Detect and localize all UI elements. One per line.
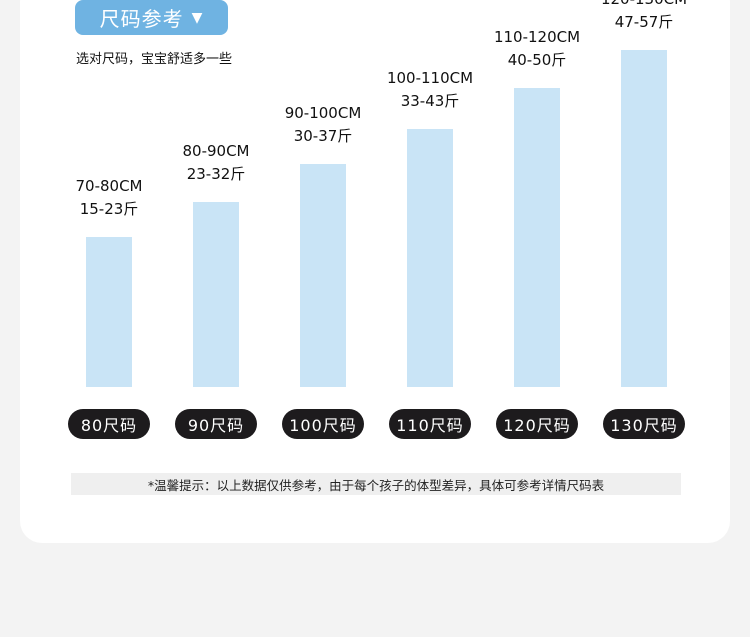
- size-reference-dropdown[interactable]: 尺码参考 ▼: [75, 0, 228, 35]
- size-chart-card: [20, 0, 730, 543]
- weight-range: 30-37斤: [293, 127, 353, 145]
- height-range: 100-110CM: [386, 69, 474, 87]
- bar-label: 110-120CM 40-50斤: [477, 26, 597, 72]
- height-range: 90-100CM: [284, 104, 362, 122]
- title-text: 尺码参考: [99, 7, 184, 31]
- size-pill: 120尺码: [496, 409, 578, 439]
- bar-0: [86, 237, 132, 387]
- bar-label: 70-80CM 15-23斤: [49, 175, 169, 221]
- height-range: 70-80CM: [75, 177, 143, 195]
- size-pill: 100尺码: [282, 409, 364, 439]
- bar-4: [514, 88, 560, 387]
- size-pill: 110尺码: [389, 409, 471, 439]
- bar-1: [193, 202, 239, 387]
- weight-range: 23-32斤: [186, 165, 246, 183]
- weight-range: 15-23斤: [79, 200, 139, 218]
- size-pill: 90尺码: [175, 409, 257, 439]
- bar-5: [621, 50, 667, 387]
- subtitle: 选对尺码，宝宝舒适多一些: [76, 52, 233, 67]
- weight-range: 47-57斤: [614, 13, 674, 31]
- size-pill: 130尺码: [603, 409, 685, 439]
- tip-note: *温馨提示：以上数据仅供参考，由于每个孩子的体型差异，具体可参考详情尺码表: [71, 473, 681, 495]
- triangle-down-icon: ▼: [191, 9, 204, 26]
- weight-range: 40-50斤: [507, 51, 567, 69]
- bar-label: 80-90CM 23-32斤: [156, 140, 276, 186]
- bar-label: 90-100CM 30-37斤: [263, 102, 383, 148]
- height-range: 80-90CM: [182, 142, 250, 160]
- height-range: 120-130CM: [584, 0, 704, 11]
- bar-3: [407, 129, 453, 387]
- height-range: 110-120CM: [493, 28, 581, 46]
- bar-2: [300, 164, 346, 387]
- weight-range: 33-43斤: [400, 92, 460, 110]
- bar-label: 100-110CM 33-43斤: [370, 67, 490, 113]
- bar-label: 120-130CM 47-57斤: [584, 0, 704, 34]
- size-pill: 80尺码: [68, 409, 150, 439]
